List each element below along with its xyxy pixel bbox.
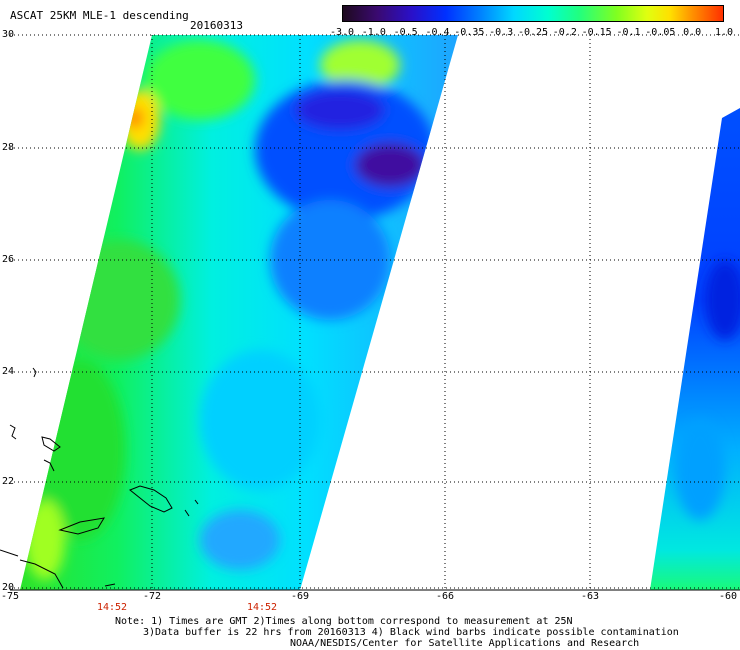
map-title: ASCAT 25KM MLE-1 descending — [10, 9, 189, 22]
map-date: 20160313 — [190, 19, 243, 32]
west-swath — [20, 35, 458, 590]
time-label-2: 14:52 — [246, 602, 278, 613]
colorbar-tick: -0.15 — [581, 27, 612, 38]
colorbar-tick: 0.0 — [683, 27, 702, 38]
colorbar-tick: 1.0 — [714, 27, 734, 38]
colorbar-tick: -0.3 — [489, 27, 514, 38]
colorbar-tick: -1.0 — [361, 27, 386, 38]
time-label-1: 14:52 — [96, 602, 128, 613]
grid-lines — [10, 34, 740, 590]
lon-label-72: -72 — [142, 591, 162, 602]
lon-label-60: -60 — [718, 591, 738, 602]
lat-label-26: 26 — [2, 254, 15, 265]
coastlines — [0, 367, 199, 589]
lon-label-69: -69 — [290, 591, 310, 602]
lat-label-24: 24 — [2, 366, 15, 377]
lat-label-22: 22 — [2, 476, 15, 487]
colorbar — [342, 5, 724, 22]
lon-label-63: -63 — [580, 591, 600, 602]
lon-label-66: -66 — [435, 591, 455, 602]
lon-label-75: -75 — [0, 591, 20, 602]
colorbar-tick: -0.35 — [454, 27, 485, 38]
colorbar-tick: -0.5 — [393, 27, 418, 38]
note-line-2: 3)Data buffer is 22 hrs from 20160313 4)… — [143, 627, 679, 638]
note-line-3: NOAA/NESDIS/Center for Satellite Applica… — [290, 638, 640, 649]
east-swath — [650, 108, 740, 590]
colorbar-tick: -0.4 — [425, 27, 450, 38]
colorbar-tick: -0.2 — [552, 27, 577, 38]
note-line-1: Note: 1) Times are GMT 2)Times along bot… — [115, 616, 573, 627]
colorbar-tick: -0.1 — [616, 27, 641, 38]
colorbar-tick: -3.0 — [329, 27, 355, 38]
lat-label-28: 28 — [2, 142, 15, 153]
colorbar-tick: -0.05 — [645, 27, 676, 38]
lat-label-30: 30 — [2, 29, 15, 40]
lat-label-20: 20 — [2, 582, 15, 593]
colorbar-tick: -0.25 — [517, 27, 549, 38]
